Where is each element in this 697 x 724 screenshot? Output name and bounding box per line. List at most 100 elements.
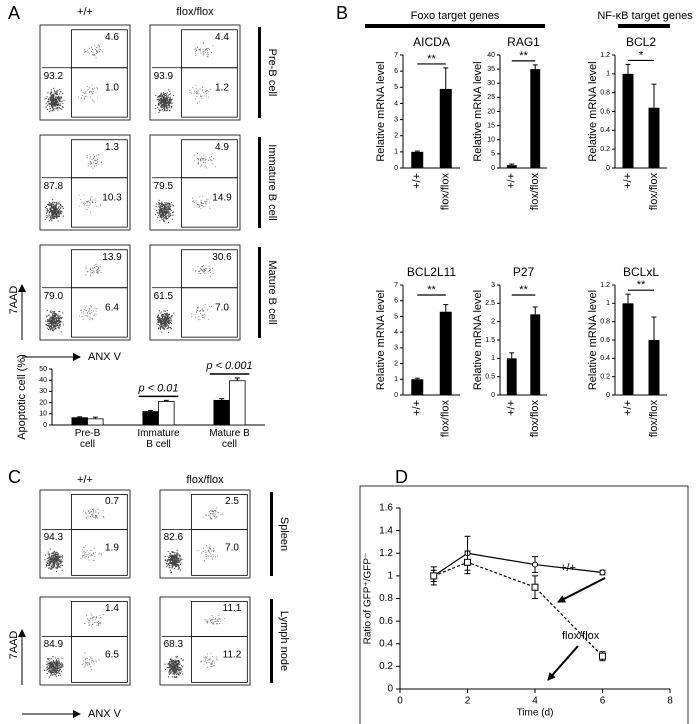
event-dot xyxy=(167,109,169,111)
event-dot xyxy=(159,110,161,112)
event-dot xyxy=(89,319,91,321)
event-dot xyxy=(208,96,210,98)
event-dot xyxy=(59,318,61,320)
y-tick-label: 0.4 xyxy=(600,355,610,362)
event-dot xyxy=(169,206,171,208)
event-dot xyxy=(202,309,204,311)
x-category-label: flox/flox xyxy=(440,173,452,211)
quadrant-value: 1.4 xyxy=(105,603,119,614)
event-dot xyxy=(88,625,90,627)
event-dot xyxy=(61,556,63,558)
event-dot xyxy=(95,163,97,165)
event-dot xyxy=(169,90,171,92)
event-dot xyxy=(215,658,217,660)
event-dot xyxy=(178,555,180,557)
event-dot xyxy=(207,557,209,559)
event-dot xyxy=(52,213,54,215)
event-dot xyxy=(53,673,55,675)
event-dot xyxy=(202,551,204,553)
panel-letter: A xyxy=(8,3,20,23)
bar xyxy=(530,314,541,395)
event-dot xyxy=(210,159,212,161)
event-dot xyxy=(52,310,54,313)
event-dot xyxy=(202,266,204,268)
chart-title: AICDA xyxy=(413,35,450,49)
event-dot xyxy=(52,558,54,560)
event-dot xyxy=(93,55,95,57)
y-tick-label: 1.6 xyxy=(379,503,393,514)
event-dot xyxy=(197,163,199,165)
y-tick-label: 3 xyxy=(491,282,495,289)
x-category-label: +/+ xyxy=(506,400,518,416)
event-dot xyxy=(90,166,92,168)
event-dot xyxy=(54,326,57,328)
event-dot xyxy=(99,614,101,616)
event-dot xyxy=(91,312,93,314)
event-dot xyxy=(171,551,173,553)
event-dot xyxy=(89,656,91,658)
event-dot xyxy=(209,515,211,517)
event-dot xyxy=(86,155,88,157)
event-dot xyxy=(52,669,55,672)
series-label: +/+ xyxy=(560,562,576,574)
row-bar xyxy=(270,492,273,576)
event-dot xyxy=(160,315,163,317)
event-dot xyxy=(169,669,172,671)
x-tick-label: 6 xyxy=(600,696,606,707)
event-dot xyxy=(193,93,195,95)
event-dot xyxy=(167,331,170,334)
event-dot xyxy=(58,556,60,558)
event-dot xyxy=(59,556,61,558)
event-dot xyxy=(49,564,51,567)
event-dot xyxy=(212,623,214,625)
event-dot xyxy=(166,203,168,206)
event-dot xyxy=(99,205,101,207)
event-dot xyxy=(166,103,168,105)
event-dot xyxy=(203,663,205,665)
event-dot xyxy=(166,211,168,213)
event-dot xyxy=(57,98,60,100)
y-tick-label: 2 xyxy=(394,133,398,140)
event-dot xyxy=(51,669,54,671)
event-dot xyxy=(214,618,216,620)
event-dot xyxy=(49,328,51,330)
event-dot xyxy=(216,516,218,518)
event-dot xyxy=(49,567,52,569)
event-dot xyxy=(195,98,197,100)
event-dot xyxy=(160,207,162,209)
event-dot xyxy=(55,662,57,664)
event-dot xyxy=(164,556,166,558)
event-dot xyxy=(61,317,63,319)
event-dot xyxy=(169,553,171,555)
event-dot xyxy=(172,211,175,213)
event-dot xyxy=(50,658,52,660)
event-dot xyxy=(101,51,103,53)
event-dot xyxy=(163,207,165,209)
event-dot xyxy=(60,331,62,333)
event-dot xyxy=(92,515,94,517)
event-dot xyxy=(51,559,53,561)
event-dot xyxy=(165,210,167,212)
event-dot xyxy=(170,209,172,212)
event-dot xyxy=(208,48,210,50)
event-dot xyxy=(89,555,91,557)
event-dot xyxy=(211,662,213,664)
event-dot xyxy=(51,318,54,320)
event-dot xyxy=(98,48,100,50)
event-dot xyxy=(166,217,168,219)
event-dot xyxy=(208,47,210,49)
event-dot xyxy=(166,95,168,98)
event-dot xyxy=(55,668,57,670)
event-dot xyxy=(57,109,59,111)
group-header: Foxo target genes xyxy=(411,10,500,22)
event-dot xyxy=(46,210,48,212)
event-dot xyxy=(93,516,95,518)
event-dot xyxy=(55,96,57,98)
event-dot xyxy=(96,307,98,309)
event-dot xyxy=(55,553,57,555)
event-dot xyxy=(168,210,170,213)
event-dot xyxy=(217,623,219,625)
event-dot xyxy=(91,196,93,198)
y-tick-label: 0 xyxy=(394,392,398,399)
